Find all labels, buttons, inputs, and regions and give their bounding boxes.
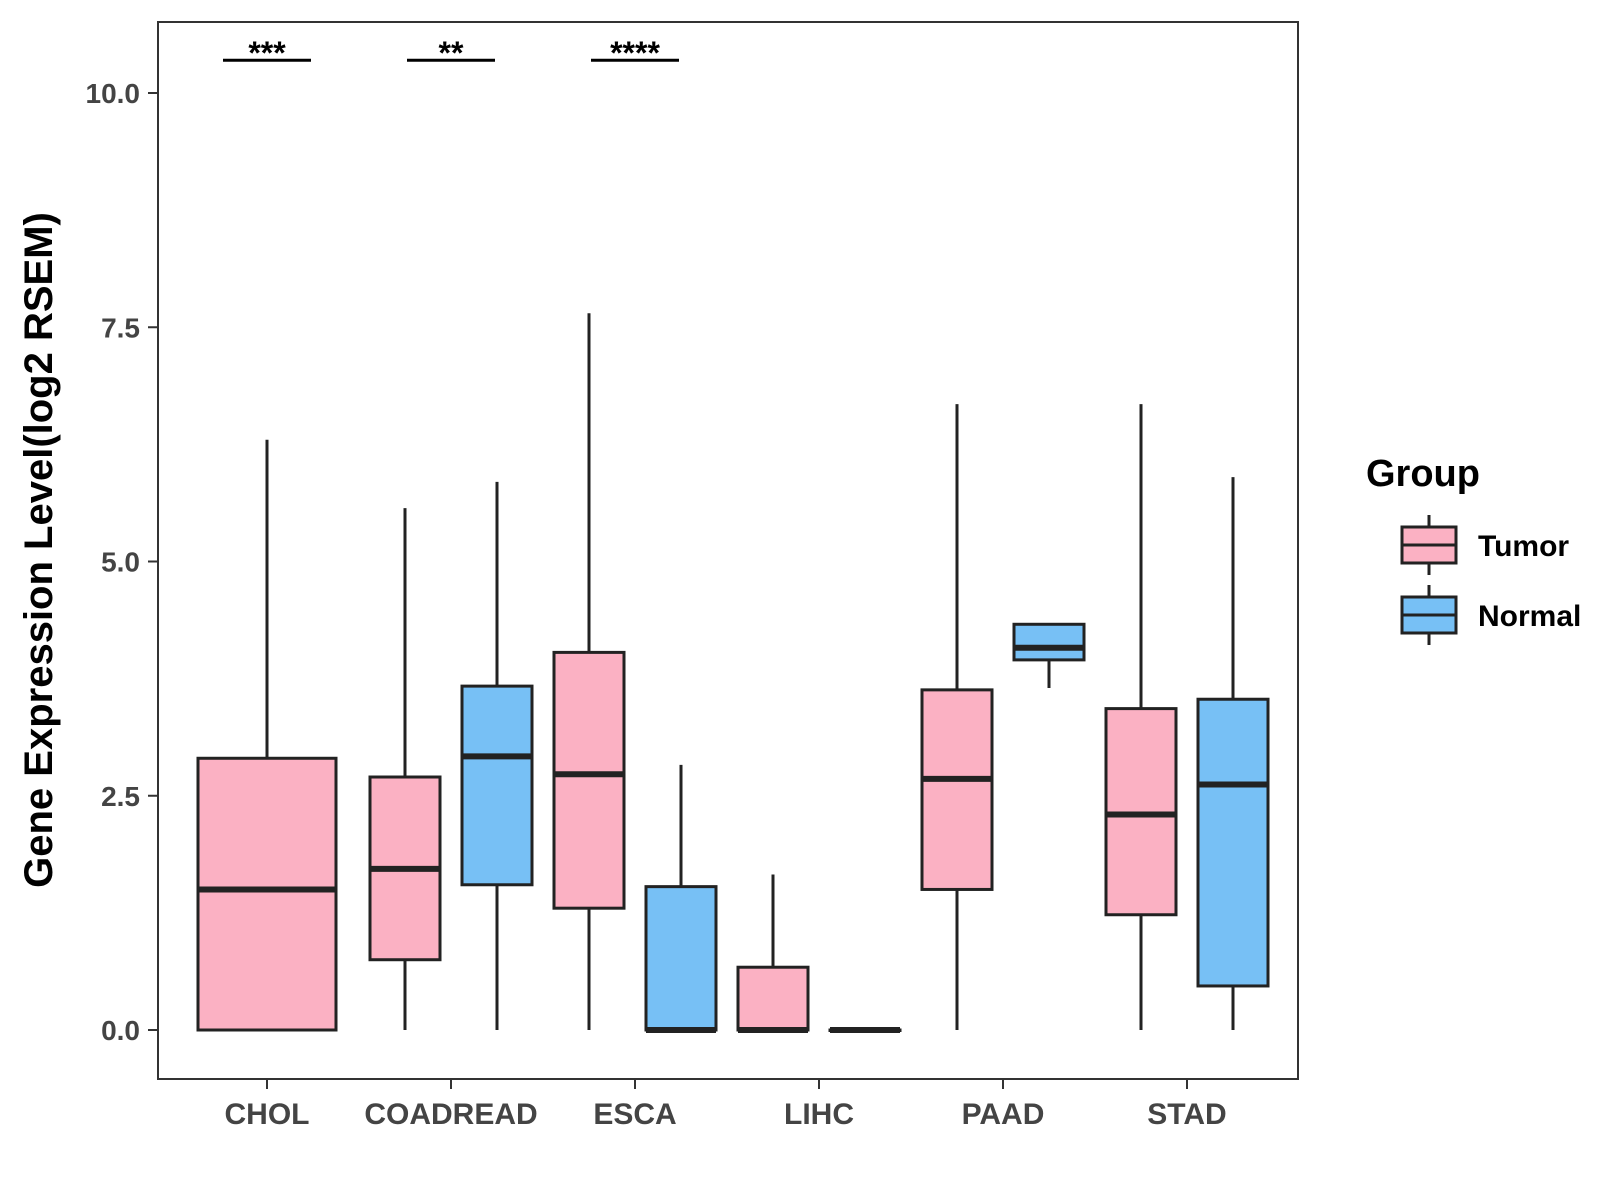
box-tumor-lihc (736, 874, 810, 1033)
box-body (920, 688, 994, 891)
significance-label: ** (439, 35, 464, 71)
box-body (196, 756, 338, 1032)
significance-label: **** (610, 35, 660, 71)
y-axis: 0.0 2.5 5.0 7.5 10.0 (86, 78, 158, 1046)
y-axis-title: Gene Expression Level(log2 RSEM) (17, 212, 61, 888)
box-tumor-coadread (368, 508, 442, 1030)
box-tumor-paad (920, 404, 994, 1030)
box-body (644, 885, 718, 1032)
legend-label: Tumor (1478, 530, 1569, 563)
significance-annotations: *** ** **** (223, 35, 679, 71)
legend-title: Group (1366, 453, 1480, 495)
x-tick-label: COADREAD (364, 1098, 537, 1131)
box-normal-lihc (828, 1027, 902, 1033)
y-tick-label: 5.0 (101, 547, 140, 578)
x-tick-label: CHOL (225, 1098, 310, 1131)
box-normal-paad (1012, 622, 1086, 688)
y-tick-label: 2.5 (101, 781, 140, 812)
x-tick-label: LIHC (784, 1098, 854, 1131)
x-tick-label: PAAD (962, 1098, 1045, 1131)
series-normal (460, 477, 1270, 1033)
x-tick-label: STAD (1147, 1098, 1226, 1131)
legend: Group Tumor Normal (1366, 453, 1581, 645)
legend-entry-normal: Normal (1400, 585, 1581, 645)
x-axis: CHOL COADREAD ESCA LIHC PAAD STAD (225, 1079, 1227, 1131)
box-tumor-esca (552, 313, 626, 1030)
box-body (552, 650, 626, 910)
box-body (1012, 622, 1086, 662)
box-normal-stad (1196, 477, 1270, 1030)
y-tick-label: 7.5 (101, 312, 140, 343)
box-series (196, 313, 1270, 1033)
box-normal-esca (644, 764, 718, 1033)
box-body (736, 965, 810, 1032)
box-body (1196, 697, 1270, 988)
legend-entry-tumor: Tumor (1400, 515, 1569, 575)
box-body (460, 684, 534, 887)
box-normal-coadread (460, 481, 534, 1030)
y-tick-label: 0.0 (101, 1015, 140, 1046)
legend-label: Normal (1478, 600, 1581, 633)
box-tumor-chol (196, 439, 338, 1032)
y-tick-label: 10.0 (86, 78, 141, 109)
significance-label: *** (248, 35, 286, 71)
x-tick-label: ESCA (593, 1098, 676, 1131)
box-tumor-stad (1104, 404, 1178, 1030)
series-tumor (196, 313, 1178, 1033)
